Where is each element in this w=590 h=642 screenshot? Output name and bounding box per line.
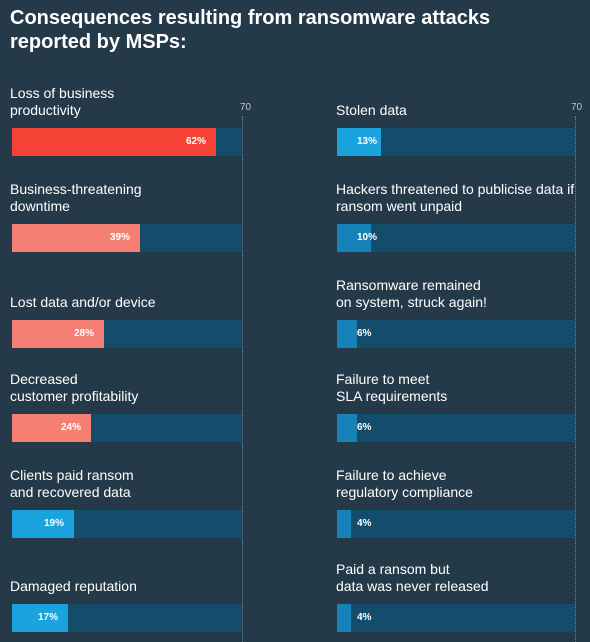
bar-fill [12,128,216,156]
bar-label-line: Clients paid ransom [10,467,134,483]
scale-max-label: 70 [240,102,252,113]
bar-fill [12,510,74,538]
bar-fill [12,224,140,252]
bar-label: Lost data and/or device [10,294,156,311]
bar-fill [12,414,91,442]
bar-label-line: downtime [10,198,70,214]
bar-fill [337,320,357,348]
bar-label-line: SLA requirements [336,388,448,404]
bar-label: Decreased customer profitability [10,371,138,405]
bar-track: 4% [337,510,575,538]
bar-label: Paid a ransom but data was never released [336,561,489,595]
bar-fill [12,320,104,348]
bar-label: Loss of business productivity [10,85,114,119]
bar-track: 4% [337,604,575,632]
chart-title: Consequences resulting from ransomware a… [10,7,491,53]
bar-value-label: 17% [38,612,59,623]
bar-value-label: 19% [44,518,65,529]
bar-value-label: 6% [357,422,372,433]
bar-label: Damaged reputation [10,578,137,595]
bar-label-line: Failure to meet [336,371,430,387]
bar-label: Business-threatening downtime [10,181,142,215]
bar-track: 19% [12,510,242,538]
bar-label-line: productivity [10,102,81,118]
bar-value-label: 6% [357,328,372,339]
bar-track: 28% [12,320,242,348]
bar-fill [337,224,371,252]
bar-label-line: Decreased [10,371,78,387]
bar-value-label: 10% [357,232,378,243]
bar-label: Failure to achieve regulatory compliance [336,467,473,501]
bar-track: 10% [337,224,575,252]
bar-label-line: Lost data and/or device [10,294,156,310]
bar-label-line: and recovered data [10,484,131,500]
bar-fill [337,604,351,632]
bar-value-label: 24% [61,422,82,433]
max-guide-line [575,116,576,642]
bar-label-line: ransom went unpaid [336,198,463,214]
bar-track: 6% [337,320,575,348]
bar-label: Hackers threatened to publicise data if r… [336,181,574,215]
bar-label-line: on system, struck again! [336,294,487,310]
bar-label-line: Paid a ransom but [336,561,450,577]
bar-track: 17% [12,604,242,632]
bar-label: Stolen data [336,102,407,119]
bar-track: 13% [337,128,575,156]
bar-value-label: 28% [74,328,95,339]
bar-value-label: 4% [357,518,372,529]
bar-track: 24% [12,414,242,442]
bar-label-line: Business-threatening [10,181,142,197]
bar-label: Failure to meet SLA requirements [336,371,447,405]
bar-value-label: 4% [357,612,372,623]
bar-track: 39% [12,224,242,252]
bar-label-line: Loss of business [10,85,115,101]
bar-label: Clients paid ransom and recovered data [10,467,134,501]
bar-value-label: 62% [186,136,207,147]
bar-value-label: 39% [110,232,131,243]
bar-track: 6% [337,414,575,442]
scale-max-label: 70 [571,102,583,113]
bar-label-line: Ransomware remained [336,277,481,293]
bar-label-line: Damaged reputation [10,578,137,594]
bar-label-line: Stolen data [336,102,407,118]
bar-label: Ransomware remained on system, struck aga… [336,277,487,311]
bar-label-line: Failure to achieve [336,467,447,483]
bar-fill [337,510,351,538]
bar-track: 62% [12,128,242,156]
max-guide-line [242,116,243,642]
bar-label-line: regulatory compliance [336,484,473,500]
bar-label-line: Hackers threatened to publicise data if [336,181,575,197]
bar-fill [12,604,68,632]
bar-fill [337,414,357,442]
bar-fill [337,128,381,156]
bar-label-line: data was never released [336,578,489,594]
bar-label-line: customer profitability [10,388,139,404]
bar-value-label: 13% [357,136,378,147]
